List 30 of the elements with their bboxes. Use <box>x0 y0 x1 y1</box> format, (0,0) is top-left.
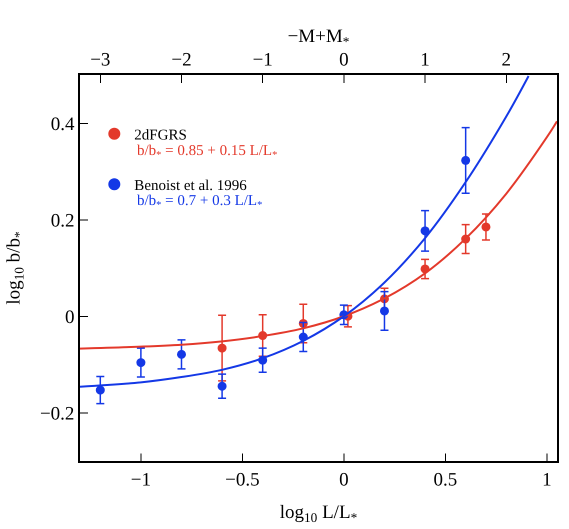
x-tick-label: 1 <box>542 470 552 491</box>
x2-tick-label: 0 <box>339 50 349 71</box>
legend-label: Benoist et al. 1996 <box>134 178 248 194</box>
x2-axis-title: −M+M$_{*}$ <box>288 26 350 49</box>
point <box>481 222 490 232</box>
point <box>461 156 470 165</box>
x-tick-label: 0.5 <box>433 470 458 491</box>
point <box>96 386 105 395</box>
annotation: b/b$_{*}$ = 0.85 + 0.15 L/L$_{*}$ <box>137 143 278 162</box>
point <box>218 382 227 391</box>
y-tick-label: −0.2 <box>40 403 74 424</box>
y-tick-label: 0.2 <box>50 210 74 232</box>
x2-tick-label: 1 <box>420 50 430 71</box>
x2-tick-label: 2 <box>502 50 512 71</box>
point <box>136 358 146 368</box>
legend-label: 2dFGRS <box>134 128 187 144</box>
x-tick-label: 0 <box>339 470 349 491</box>
x-axis-title: log$_{10}$ L/L$_{*}$ <box>280 502 358 525</box>
point <box>420 226 430 236</box>
point <box>176 350 186 359</box>
y-tick-label: 0.4 <box>50 114 75 135</box>
annotation: b/b$_{*}$ = 0.7 + 0.3 L/L$_{*}$ <box>137 193 262 212</box>
x2-tick-label: −3 <box>90 50 110 71</box>
point <box>380 306 389 316</box>
x2-tick-label: −2 <box>171 50 192 71</box>
x-tick-label: −0.5 <box>225 470 260 491</box>
x2-tick-label: −1 <box>252 50 273 71</box>
x-tick-label: −1 <box>130 470 151 491</box>
point <box>218 344 227 353</box>
y-tick-label: 0 <box>64 306 74 328</box>
